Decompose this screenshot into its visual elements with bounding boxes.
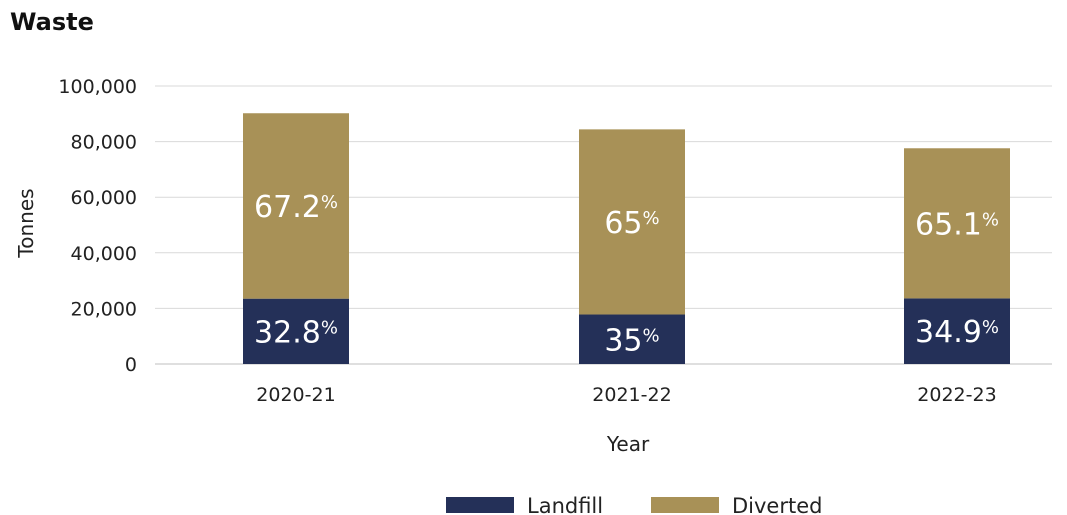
data-label-diverted-2020-21: 67.2% [254,190,338,225]
legend-label-diverted: Diverted [732,494,822,515]
x-tick-label: 2022-23 [917,384,996,406]
y-tick-label: 80,000 [71,132,137,154]
x-tick-label: 2020-21 [256,384,335,406]
y-tick-label: 60,000 [71,187,137,209]
bar-landfill-2022-23 [904,298,1010,364]
data-label-diverted-2021-22: 65% [604,206,659,241]
data-label-landfill-2022-23: 34.9% [915,315,999,350]
legend-swatch-diverted [651,497,719,513]
bar-diverted-2022-23 [904,148,1010,299]
chart-title: Waste [10,8,94,36]
y-tick-label: 20,000 [71,298,137,320]
y-tick-label: 0 [125,354,137,376]
bar-diverted-2021-22 [579,129,685,315]
data-label-landfill-2021-22: 35% [604,323,659,358]
y-tick-label: 100,000 [58,76,137,98]
y-tick-label: 40,000 [71,243,137,265]
x-axis-title: Year [606,432,650,456]
legend-label-landfill: Landfill [527,494,603,515]
bar-landfill-2021-22 [579,314,685,364]
x-tick-label: 2021-22 [592,384,671,406]
legend-swatch-landfill [446,497,514,513]
data-label-diverted-2022-23: 65.1% [915,207,999,242]
y-axis-title: Tonnes [14,188,38,258]
bar-landfill-2020-21 [243,298,349,364]
bar-diverted-2020-21 [243,113,349,299]
data-label-landfill-2020-21: 32.8% [254,315,338,350]
